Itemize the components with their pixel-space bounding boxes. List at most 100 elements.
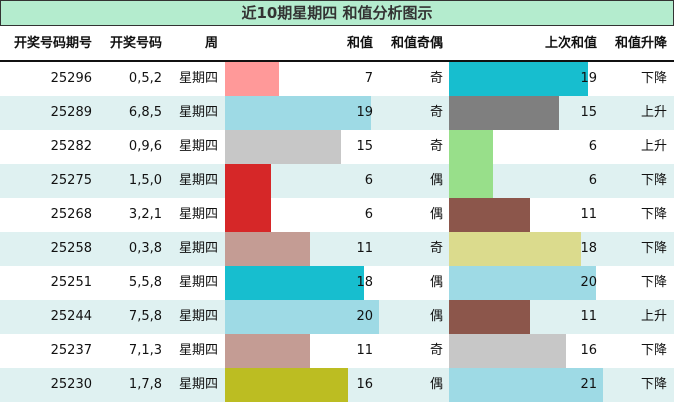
table-row: 25244 7,5,8 星期四 20 偶 11 上升 — [0, 300, 674, 334]
table-row: 25268 3,2,1 星期四 6 偶 11 下降 — [0, 198, 674, 232]
table-title: 近10期星期四 和值分析图示 — [0, 0, 674, 26]
sum-value: 11 — [356, 343, 373, 358]
parity-cell: 奇 — [429, 139, 443, 154]
header-numbers: 开奖号码 — [109, 36, 162, 51]
weekday-cell: 星期四 — [178, 343, 218, 358]
trend-cell: 下降 — [640, 207, 667, 222]
header-parity: 和值奇偶 — [390, 36, 443, 51]
trend-cell: 上升 — [640, 309, 667, 324]
issue-cell: 25230 — [50, 377, 92, 392]
prev-sum-bar — [449, 62, 588, 96]
parity-cell: 偶 — [429, 275, 443, 290]
header-issue: 开奖号码期号 — [13, 36, 92, 51]
issue-cell: 25268 — [50, 207, 92, 222]
numbers-cell: 1,7,8 — [128, 377, 162, 392]
numbers-cell: 0,9,6 — [128, 139, 162, 154]
table-row: 25282 0,9,6 星期四 15 奇 6 上升 — [0, 130, 674, 164]
issue-cell: 25237 — [50, 343, 92, 358]
table-row: 25289 6,8,5 星期四 19 奇 15 上升 — [0, 96, 674, 130]
parity-cell: 奇 — [429, 343, 443, 358]
sum-bar — [225, 130, 341, 164]
trend-cell: 下降 — [640, 241, 667, 256]
sum-bar — [225, 368, 348, 402]
trend-cell: 下降 — [640, 173, 667, 188]
weekday-cell: 星期四 — [178, 275, 218, 290]
prev-sum-value: 21 — [580, 377, 597, 392]
sum-bar — [225, 300, 379, 334]
table-row: 25237 7,1,3 星期四 11 奇 16 下降 — [0, 334, 674, 368]
sum-bar — [225, 62, 279, 96]
table-row: 25258 0,3,8 星期四 11 奇 18 下降 — [0, 232, 674, 266]
sum-value: 7 — [364, 71, 373, 86]
header-prev-sum: 上次和值 — [544, 36, 597, 51]
sum-value: 16 — [356, 377, 373, 392]
prev-sum-bar — [449, 368, 603, 402]
prev-sum-value: 11 — [580, 207, 597, 222]
table-row: 25275 1,5,0 星期四 6 偶 6 下降 — [0, 164, 674, 198]
weekday-cell: 星期四 — [178, 139, 218, 154]
prev-sum-value: 19 — [580, 71, 597, 86]
prev-sum-bar — [449, 96, 559, 130]
trend-cell: 下降 — [640, 343, 667, 358]
parity-cell: 偶 — [429, 309, 443, 324]
weekday-cell: 星期四 — [178, 309, 218, 324]
prev-sum-bar — [449, 198, 530, 232]
sum-value: 19 — [356, 105, 373, 120]
numbers-cell: 6,8,5 — [128, 105, 162, 120]
sum-value: 20 — [356, 309, 373, 324]
weekday-cell: 星期四 — [178, 377, 218, 392]
issue-cell: 25282 — [50, 139, 92, 154]
issue-cell: 25258 — [50, 241, 92, 256]
weekday-cell: 星期四 — [178, 105, 218, 120]
numbers-cell: 1,5,0 — [128, 173, 162, 188]
trend-cell: 下降 — [640, 71, 667, 86]
parity-cell: 偶 — [429, 377, 443, 392]
prev-sum-value: 11 — [580, 309, 597, 324]
trend-cell: 下降 — [640, 377, 667, 392]
trend-cell: 上升 — [640, 139, 667, 154]
weekday-cell: 星期四 — [178, 241, 218, 256]
table-row: 25251 5,5,8 星期四 18 偶 20 下降 — [0, 266, 674, 300]
sum-value: 15 — [356, 139, 373, 154]
issue-cell: 25244 — [50, 309, 92, 324]
prev-sum-bar — [449, 130, 493, 164]
numbers-cell: 0,3,8 — [128, 241, 162, 256]
sum-value: 6 — [364, 173, 373, 188]
table-row: 25296 0,5,2 星期四 7 奇 19 下降 — [0, 62, 674, 96]
parity-cell: 偶 — [429, 173, 443, 188]
numbers-cell: 0,5,2 — [128, 71, 162, 86]
parity-cell: 奇 — [429, 241, 443, 256]
sum-value: 6 — [364, 207, 373, 222]
weekday-cell: 星期四 — [178, 71, 218, 86]
trend-cell: 下降 — [640, 275, 667, 290]
prev-sum-bar — [449, 334, 566, 368]
sum-bar — [225, 232, 310, 266]
prev-sum-value: 6 — [588, 139, 597, 154]
sum-value: 11 — [356, 241, 373, 256]
prev-sum-value: 15 — [580, 105, 597, 120]
prev-sum-value: 6 — [588, 173, 597, 188]
sum-value: 18 — [356, 275, 373, 290]
sum-bar — [225, 198, 271, 232]
prev-sum-value: 18 — [580, 241, 597, 256]
header-row: 开奖号码期号 开奖号码 周 和值 和值奇偶 上次和值 和值升降 — [0, 26, 674, 62]
weekday-cell: 星期四 — [178, 173, 218, 188]
sum-bar — [225, 334, 310, 368]
table-row: 25230 1,7,8 星期四 16 偶 21 下降 — [0, 368, 674, 402]
sum-bar — [225, 266, 364, 300]
prev-sum-value: 16 — [580, 343, 597, 358]
prev-sum-bar — [449, 300, 530, 334]
sum-bar — [225, 96, 371, 130]
parity-cell: 奇 — [429, 71, 443, 86]
prev-sum-bar — [449, 266, 596, 300]
sum-bar — [225, 164, 271, 198]
parity-cell: 偶 — [429, 207, 443, 222]
header-trend: 和值升降 — [614, 36, 667, 51]
issue-cell: 25275 — [50, 173, 92, 188]
header-weekday: 周 — [204, 36, 218, 51]
numbers-cell: 5,5,8 — [128, 275, 162, 290]
prev-sum-bar — [449, 232, 581, 266]
prev-sum-value: 20 — [580, 275, 597, 290]
issue-cell: 25289 — [50, 105, 92, 120]
weekday-cell: 星期四 — [178, 207, 218, 222]
